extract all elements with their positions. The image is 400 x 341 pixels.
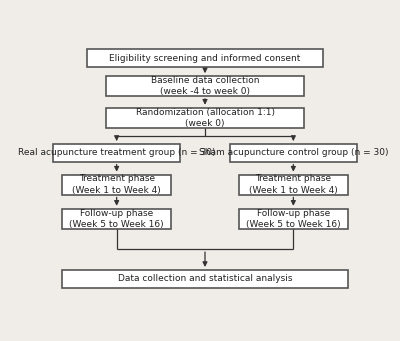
FancyBboxPatch shape <box>230 144 357 162</box>
Text: Follow-up phase
(Week 5 to Week 16): Follow-up phase (Week 5 to Week 16) <box>69 209 164 229</box>
FancyBboxPatch shape <box>239 175 348 194</box>
Text: Eligibility screening and informed consent: Eligibility screening and informed conse… <box>109 54 301 63</box>
FancyBboxPatch shape <box>239 209 348 229</box>
FancyBboxPatch shape <box>106 108 304 128</box>
Text: Follow-up phase
(Week 5 to Week 16): Follow-up phase (Week 5 to Week 16) <box>246 209 341 229</box>
Text: Treatment phase
(Week 1 to Week 4): Treatment phase (Week 1 to Week 4) <box>72 175 161 195</box>
FancyBboxPatch shape <box>87 49 323 67</box>
FancyBboxPatch shape <box>53 144 180 162</box>
FancyBboxPatch shape <box>62 175 171 194</box>
Text: Sham acupuncture control group (n = 30): Sham acupuncture control group (n = 30) <box>198 148 388 157</box>
Text: Real acupuncture treatment group (n = 30): Real acupuncture treatment group (n = 30… <box>18 148 215 157</box>
Text: Randomization (allocation 1:1)
(week 0): Randomization (allocation 1:1) (week 0) <box>136 107 274 128</box>
FancyBboxPatch shape <box>106 76 304 96</box>
FancyBboxPatch shape <box>62 209 171 229</box>
Text: Baseline data collection
(week -4 to week 0): Baseline data collection (week -4 to wee… <box>151 76 259 96</box>
FancyBboxPatch shape <box>62 270 348 288</box>
Text: Treatment phase
(Week 1 to Week 4): Treatment phase (Week 1 to Week 4) <box>249 175 338 195</box>
Text: Data collection and statistical analysis: Data collection and statistical analysis <box>118 274 292 283</box>
